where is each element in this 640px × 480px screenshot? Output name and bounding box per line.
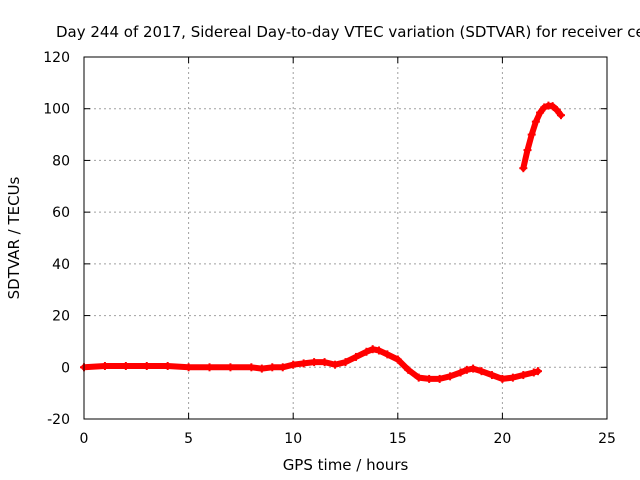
- data-point: [362, 347, 371, 356]
- data-point: [540, 103, 549, 112]
- y-tick-label: -20: [47, 412, 70, 428]
- data-point: [205, 363, 214, 372]
- data-point: [142, 361, 151, 370]
- data-point: [383, 350, 392, 359]
- data-point: [414, 373, 423, 382]
- data-point: [527, 130, 536, 139]
- data-point: [529, 368, 538, 377]
- y-axis-label: SDTVAR / TECUs: [5, 176, 23, 299]
- data-point: [536, 108, 545, 117]
- data-point: [278, 363, 287, 372]
- y-tick-label: 120: [43, 50, 70, 66]
- data-point: [548, 102, 557, 111]
- data-point: [100, 361, 109, 370]
- data-point: [498, 374, 507, 383]
- series-line: [520, 102, 564, 172]
- data-point: [299, 359, 308, 368]
- x-tick-label: 10: [284, 431, 302, 447]
- data-point: [519, 371, 528, 380]
- x-tick-label: 15: [389, 431, 407, 447]
- data-point: [121, 361, 130, 370]
- data-point: [310, 358, 319, 367]
- data-point: [289, 360, 298, 369]
- data-point: [446, 372, 455, 381]
- data-point: [368, 345, 377, 354]
- y-tick-label: 0: [61, 360, 70, 376]
- data-point: [341, 358, 350, 367]
- x-axis-label: GPS time / hours: [283, 456, 409, 474]
- x-tick-label: 0: [80, 431, 89, 447]
- data-point: [487, 371, 496, 380]
- x-tick-label: 20: [493, 431, 511, 447]
- data-point: [531, 117, 540, 126]
- data-point: [552, 106, 561, 115]
- data-point: [477, 367, 486, 376]
- data-point: [184, 363, 193, 372]
- chart-title: Day 244 of 2017, Sidereal Day-to-day VTE…: [56, 23, 640, 41]
- data-point: [519, 164, 528, 173]
- data-point: [435, 374, 444, 383]
- data-point: [462, 365, 471, 374]
- data-point: [257, 364, 266, 373]
- y-tick-label: 100: [43, 102, 70, 118]
- data-point: [556, 111, 565, 120]
- grid-lines: [84, 57, 607, 419]
- data-point: [469, 364, 478, 373]
- data-point: [320, 358, 329, 367]
- data-point: [393, 355, 402, 364]
- data-point: [247, 363, 256, 372]
- data-series: [80, 101, 565, 383]
- data-point: [226, 363, 235, 372]
- plot-frame: [83, 56, 608, 420]
- data-point: [268, 363, 277, 372]
- data-point: [508, 373, 517, 382]
- data-point: [523, 146, 532, 155]
- data-point: [404, 365, 413, 374]
- data-point: [374, 346, 383, 355]
- data-point: [425, 374, 434, 383]
- y-tick-label: 80: [52, 153, 70, 169]
- axis-ticks: 0 5 10 15 20 25 -20 0 20 40 60 80 100 120: [43, 50, 616, 447]
- x-tick-label: 25: [598, 431, 616, 447]
- data-point: [351, 352, 360, 361]
- x-tick-label: 5: [184, 431, 193, 447]
- y-tick-label: 20: [52, 309, 70, 325]
- data-point: [331, 360, 340, 369]
- data-point: [163, 361, 172, 370]
- y-tick-label: 60: [52, 205, 70, 221]
- series-line: [81, 346, 541, 382]
- data-point: [533, 367, 542, 376]
- data-point: [456, 368, 465, 377]
- y-tick-label: 40: [52, 257, 70, 273]
